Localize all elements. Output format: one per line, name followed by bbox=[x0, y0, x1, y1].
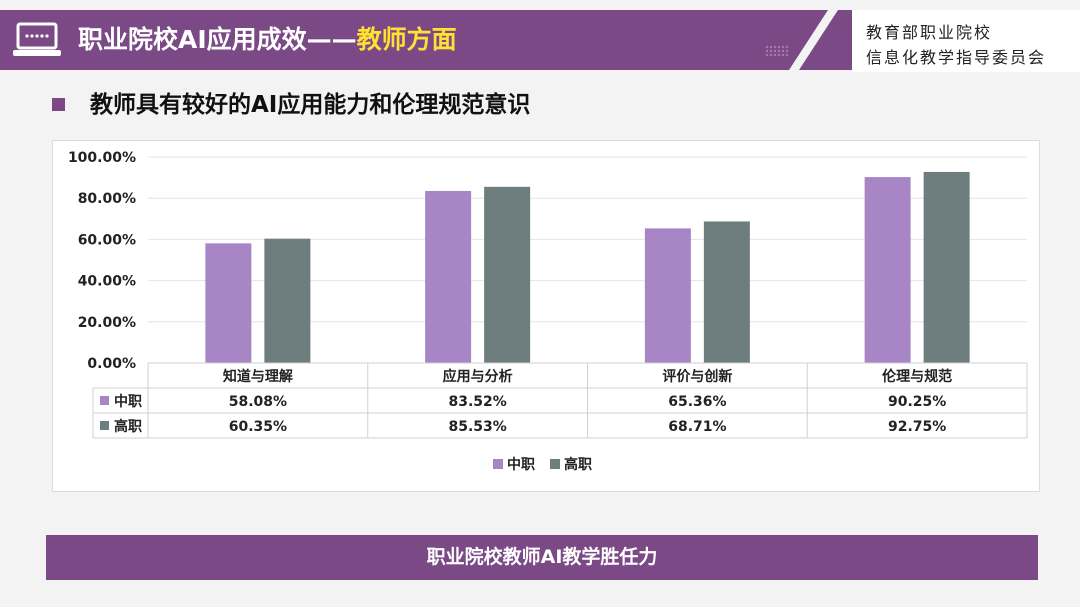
bar-zhongzhi bbox=[644, 228, 691, 363]
data-value-label: 83.52% bbox=[448, 394, 506, 410]
category-label: 知道与理解 bbox=[223, 368, 293, 385]
y-tick-label: 100.00% bbox=[68, 150, 136, 166]
header-band bbox=[0, 10, 860, 70]
header-dot-pattern bbox=[765, 45, 789, 57]
legend-label: 高职 bbox=[564, 456, 592, 473]
legend-swatch bbox=[550, 459, 560, 469]
y-tick-label: 0.00% bbox=[87, 356, 136, 372]
data-value-label: 65.36% bbox=[668, 394, 726, 410]
bar-chart: 0.00% 20.00% 40.00% 60.00% 80.00% 100.00% 知道与理… bbox=[68, 150, 1028, 473]
legend-swatch bbox=[493, 459, 503, 469]
footer-caption: 职业院校教师AI教学胜任力 bbox=[426, 546, 658, 568]
bar-gaozhi bbox=[703, 221, 750, 363]
bar-zhongzhi bbox=[425, 190, 472, 363]
table-legend-swatch bbox=[100, 396, 109, 405]
legend-label: 中职 bbox=[507, 456, 535, 473]
org-box bbox=[852, 10, 1080, 72]
y-tick-label: 20.00% bbox=[78, 315, 136, 331]
chart-panel: 0.00% 20.00% 40.00% 60.00% 80.00% 100.00% 知道与理… bbox=[52, 140, 1040, 492]
category-label: 伦理与规范 bbox=[882, 368, 952, 385]
data-value-label: 68.71% bbox=[668, 419, 726, 435]
title-highlight: 教师方面 bbox=[356, 25, 457, 54]
section-subtitle: 教师具有较好的AI应用能力和伦理规范意识 bbox=[90, 92, 531, 118]
category-label: 评价与创新 bbox=[662, 368, 732, 385]
data-value-label: 60.35% bbox=[229, 419, 287, 435]
category-label: 应用与分析 bbox=[443, 368, 513, 385]
table-series-name: 高职 bbox=[114, 418, 142, 435]
data-value-label: 85.53% bbox=[448, 419, 506, 435]
org-name-line2: 信息化教学指导委员会 bbox=[866, 48, 1047, 67]
bar-gaozhi bbox=[923, 171, 970, 363]
laptop-icon bbox=[13, 22, 61, 56]
page-title: 职业院校AI应用成效——教师方面 bbox=[78, 20, 457, 60]
title-main: 职业院校AI应用成效—— bbox=[78, 25, 357, 54]
bar-gaozhi bbox=[484, 186, 531, 363]
y-tick-label: 80.00% bbox=[78, 191, 136, 207]
org-name-line1: 教育部职业院校 bbox=[866, 23, 993, 42]
data-value-label: 58.08% bbox=[229, 394, 287, 410]
data-value-label: 92.75% bbox=[888, 419, 946, 435]
y-tick-label: 40.00% bbox=[78, 274, 136, 290]
footer-band bbox=[46, 535, 1038, 580]
bar-zhongzhi bbox=[864, 177, 911, 363]
table-series-name: 中职 bbox=[114, 393, 142, 410]
bar-gaozhi bbox=[264, 238, 311, 363]
bar-zhongzhi bbox=[205, 243, 252, 363]
table-legend-swatch bbox=[100, 421, 109, 430]
bullet-square bbox=[52, 98, 65, 111]
y-tick-label: 60.00% bbox=[78, 232, 136, 248]
data-value-label: 90.25% bbox=[888, 394, 946, 410]
